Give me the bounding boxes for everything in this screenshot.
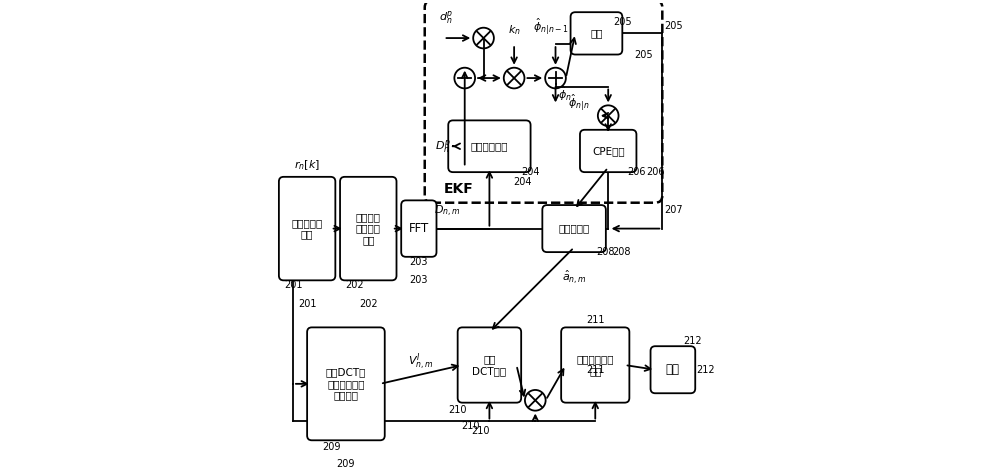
FancyBboxPatch shape — [542, 205, 606, 252]
Text: 计算
DCT系数: 计算 DCT系数 — [472, 354, 506, 376]
Text: 207: 207 — [665, 205, 683, 215]
Text: 209: 209 — [337, 459, 355, 469]
Text: 多相网络
分析滤波
器组: 多相网络 分析滤波 器组 — [356, 212, 381, 245]
FancyBboxPatch shape — [571, 12, 622, 55]
Text: 204: 204 — [521, 167, 540, 177]
Text: 抽取导频数据: 抽取导频数据 — [471, 141, 508, 151]
Text: 201: 201 — [298, 299, 316, 309]
Text: 最终相位噪声
补偿: 最终相位噪声 补偿 — [577, 354, 614, 376]
FancyBboxPatch shape — [340, 177, 397, 280]
Text: 202: 202 — [345, 280, 363, 290]
Text: 基于DCT变
换的相位噪声
时域模型: 基于DCT变 换的相位噪声 时域模型 — [326, 367, 366, 400]
FancyBboxPatch shape — [561, 327, 629, 403]
FancyBboxPatch shape — [401, 200, 436, 257]
Text: 接收端时域
信号: 接收端时域 信号 — [291, 218, 323, 239]
Text: 204: 204 — [513, 177, 532, 187]
Text: 201: 201 — [284, 280, 302, 290]
Text: $d_n^p$: $d_n^p$ — [439, 10, 453, 26]
Text: 206: 206 — [627, 167, 646, 177]
Text: $V_{n,m}^I$: $V_{n,m}^I$ — [408, 351, 434, 372]
Text: $D_n^p$: $D_n^p$ — [435, 138, 451, 155]
Text: $k_n$: $k_n$ — [508, 23, 521, 37]
Text: 208: 208 — [612, 247, 630, 257]
Text: $D_{n,m}$: $D_{n,m}$ — [434, 204, 461, 219]
Text: 205: 205 — [634, 50, 653, 60]
Text: $\hat{\phi}_{n|n-1}$: $\hat{\phi}_{n|n-1}$ — [533, 17, 569, 37]
Text: 209: 209 — [323, 442, 341, 452]
Text: 212: 212 — [684, 337, 702, 347]
Text: 208: 208 — [597, 247, 615, 257]
FancyBboxPatch shape — [448, 120, 531, 172]
Text: EKF: EKF — [444, 181, 473, 196]
Text: 211: 211 — [586, 315, 605, 325]
Text: $\hat{\phi}_{n|n}$: $\hat{\phi}_{n|n}$ — [568, 93, 590, 113]
Text: CPE补偿: CPE补偿 — [592, 146, 625, 156]
FancyBboxPatch shape — [580, 130, 636, 172]
FancyBboxPatch shape — [425, 0, 662, 203]
Text: 212: 212 — [697, 365, 715, 375]
Text: $r_n[k]$: $r_n[k]$ — [294, 159, 320, 172]
FancyBboxPatch shape — [458, 327, 521, 403]
Text: $\hat{a}_{n,m}$: $\hat{a}_{n,m}$ — [562, 268, 587, 286]
Text: 部分预判决: 部分预判决 — [558, 224, 590, 234]
Text: 206: 206 — [646, 167, 664, 177]
Text: 203: 203 — [410, 257, 428, 267]
FancyBboxPatch shape — [651, 346, 695, 393]
Text: 205: 205 — [613, 17, 632, 27]
Text: 211: 211 — [586, 365, 605, 375]
Text: 延迟: 延迟 — [590, 29, 603, 39]
Text: 205: 205 — [665, 21, 683, 31]
Text: 判决: 判决 — [666, 363, 680, 376]
Text: 203: 203 — [410, 275, 428, 285]
Text: 210: 210 — [448, 405, 467, 415]
Text: $\hat{\phi}_n$: $\hat{\phi}_n$ — [558, 84, 572, 103]
FancyBboxPatch shape — [279, 177, 335, 280]
Text: 210: 210 — [471, 426, 489, 436]
Text: FFT: FFT — [409, 222, 429, 235]
Text: 210: 210 — [461, 421, 480, 431]
FancyBboxPatch shape — [307, 327, 385, 440]
Text: 202: 202 — [359, 299, 378, 309]
